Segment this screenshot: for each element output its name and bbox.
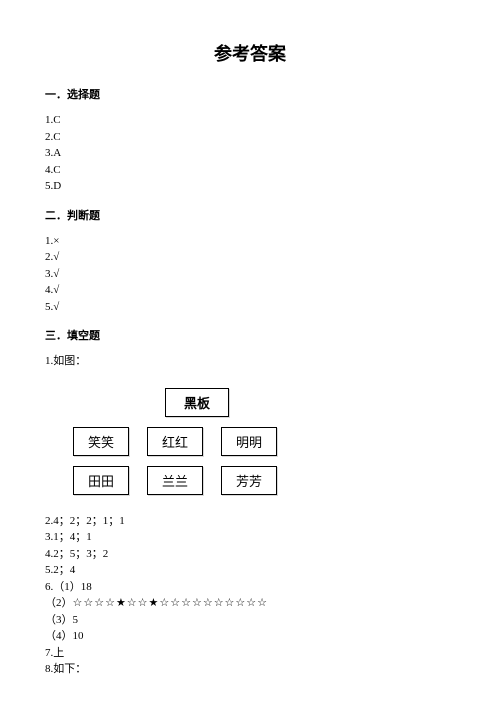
answer-line: 4.2；5；3；2 (45, 546, 455, 563)
answer-line: 3.√ (45, 266, 455, 283)
answer-line: （4）10 (45, 628, 455, 645)
answer-line: 3.A (45, 145, 455, 162)
diagram-row-blackboard: 黑板 (165, 388, 455, 417)
seat-box: 田田 (73, 466, 129, 495)
section-1-header: 一．选择题 (45, 86, 455, 102)
answer-line: 2.4；2；2；1；1 (45, 513, 455, 530)
stars-line: （2）☆☆☆☆★☆☆★☆☆☆☆☆☆☆☆☆☆ (45, 595, 455, 612)
box-blackboard: 黑板 (165, 388, 229, 417)
seat-box: 兰兰 (147, 466, 203, 495)
section-2-header: 二．判断题 (45, 207, 455, 223)
answer-line: 5.2；4 (45, 562, 455, 579)
answer-line: 5.√ (45, 299, 455, 316)
answer-line: 4.√ (45, 282, 455, 299)
seating-diagram: 黑板 笑笑 红红 明明 田田 兰兰 芳芳 (65, 388, 455, 495)
seat-box: 笑笑 (73, 427, 129, 456)
answer-line: 2.C (45, 129, 455, 146)
answer-line: 1.× (45, 233, 455, 250)
answer-line: 8.如下： (45, 661, 455, 678)
answer-line: 6.（1）18 (45, 579, 455, 596)
diagram-row-3: 田田 兰兰 芳芳 (73, 466, 455, 495)
answer-line: 1.C (45, 112, 455, 129)
section-3-header: 三．填空题 (45, 327, 455, 343)
answer-line: 3.1；4；1 (45, 529, 455, 546)
seat-box: 红红 (147, 427, 203, 456)
answer-line: 5.D (45, 178, 455, 195)
diagram-row-2: 笑笑 红红 明明 (73, 427, 455, 456)
seat-box: 芳芳 (221, 466, 277, 495)
stars-prefix: （2） (45, 597, 73, 609)
answer-line: 4.C (45, 162, 455, 179)
answer-line: （3）5 (45, 612, 455, 629)
stars-pattern: ☆☆☆☆★☆☆★☆☆☆☆☆☆☆☆☆☆ (73, 597, 269, 609)
answer-line: 7.上 (45, 645, 455, 662)
seat-box: 明明 (221, 427, 277, 456)
answer-line: 2.√ (45, 249, 455, 266)
q1-label: 1.如图： (45, 353, 455, 370)
page-title: 参考答案 (45, 40, 455, 66)
